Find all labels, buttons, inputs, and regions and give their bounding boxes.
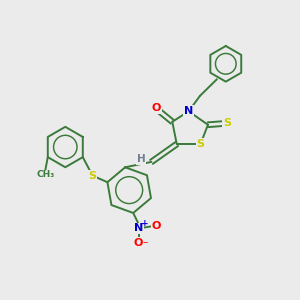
Text: N: N: [134, 224, 143, 233]
Text: S: S: [88, 171, 97, 181]
Text: S: S: [196, 139, 205, 149]
Text: S: S: [223, 118, 231, 128]
Text: N: N: [184, 106, 193, 116]
Text: +: +: [141, 219, 148, 228]
Text: O: O: [152, 221, 161, 231]
Text: CH₃: CH₃: [36, 169, 55, 178]
Text: O: O: [151, 103, 160, 113]
Text: H: H: [137, 154, 146, 164]
Text: O: O: [134, 238, 143, 248]
Text: ⁻: ⁻: [142, 240, 148, 250]
